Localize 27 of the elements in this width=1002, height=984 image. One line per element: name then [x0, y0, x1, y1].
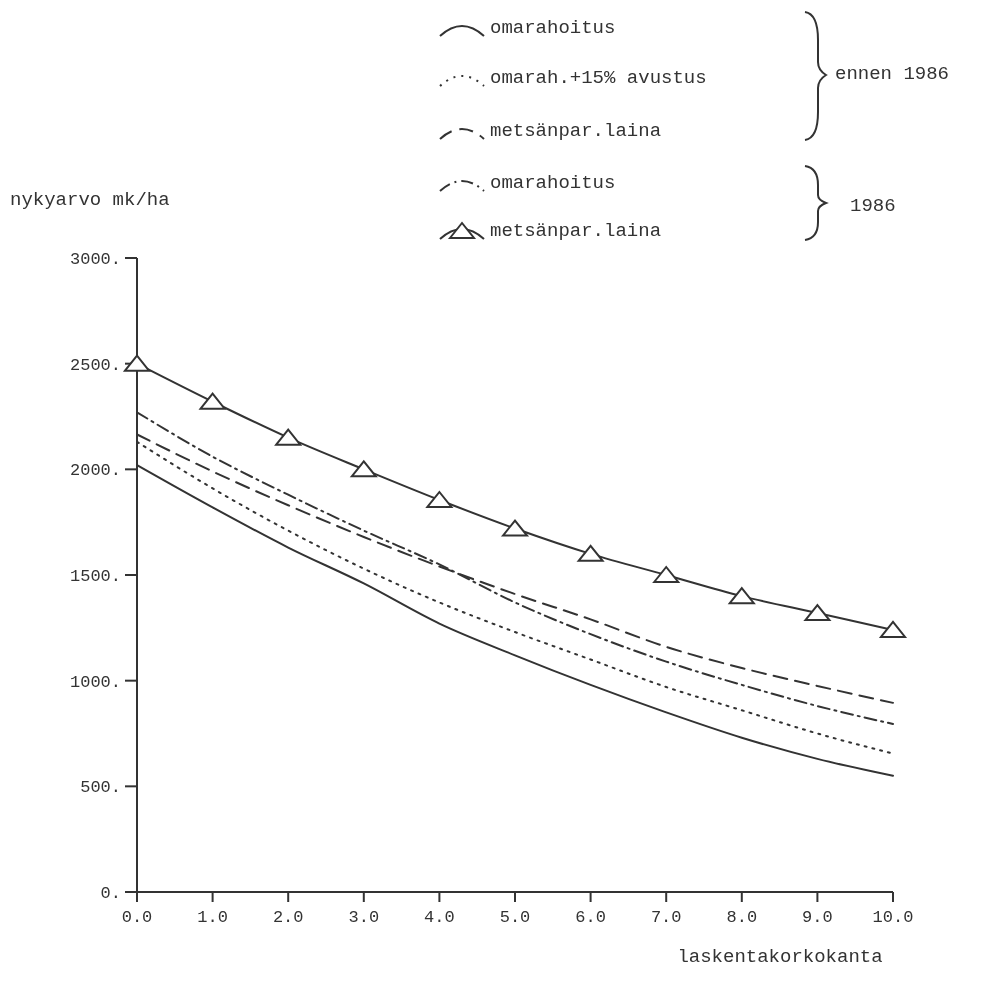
legend-label: omarahoitus — [490, 172, 616, 194]
x-tick-label: 2.0 — [272, 908, 304, 927]
y-tick-label: 500. — [80, 778, 121, 798]
y-tick-label: 2500. — [69, 355, 121, 375]
x-tick-label: 1.0 — [197, 908, 228, 927]
legend-label: metsänpar.laina — [490, 120, 662, 142]
text: 1986 — [850, 195, 896, 217]
x-tick-label: 3.0 — [348, 908, 380, 927]
y-tick-label: 2000. — [69, 461, 121, 481]
y-tick-label: 3000. — [69, 250, 121, 269]
y-axis-title: nykyarvo mk/ha — [10, 189, 170, 211]
x-tick-label: 5.0 — [499, 908, 531, 927]
x-tick-label: 4.0 — [424, 908, 455, 927]
x-tick-label: 7.0 — [650, 908, 682, 927]
x-tick-label: 6.0 — [575, 908, 606, 927]
y-tick-label: 1500. — [69, 567, 121, 586]
y-tick-label: 1000. — [69, 672, 121, 692]
x-tick-label: 9.0 — [802, 908, 833, 927]
y-tick-label: 0. — [100, 884, 121, 903]
legend-label: metsänpar.laina — [490, 220, 662, 242]
x-tick-label: 8.0 — [726, 908, 758, 927]
x-tick-label: 10.0 — [872, 908, 914, 927]
legend-label: omarah.+15% avustus — [490, 67, 707, 89]
x-axis-title: laskentakorkokanta — [677, 946, 883, 968]
text: ennen 1986 — [835, 63, 950, 85]
legend-label: omarahoitus — [490, 17, 616, 39]
x-tick-label: 0.0 — [121, 908, 153, 927]
